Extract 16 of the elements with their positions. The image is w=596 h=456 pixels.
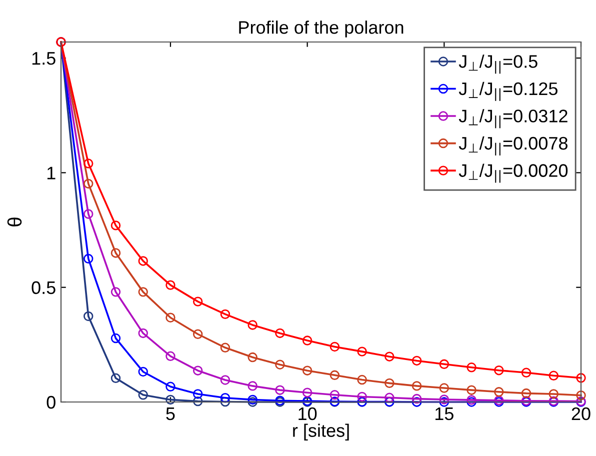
x-tick-label: 20 bbox=[572, 407, 590, 420]
y-tick-label: 0.5 bbox=[32, 281, 56, 294]
chart-title: Profile of the polaron bbox=[239, 20, 404, 38]
x-tick-label: 5 bbox=[166, 408, 175, 420]
legend-label: J$_{⊥}$/J$_{||}$=0.0078 bbox=[458, 136, 568, 156]
legend-label: J$_{⊥}$/J$_{||}$=0.0312 bbox=[458, 109, 568, 128]
legend-label: J$_{⊥}$/J$_{||}$=0.0020 bbox=[458, 164, 568, 183]
legend-label: J$_{⊥}$/J$_{||}$=0.5 bbox=[458, 54, 538, 74]
y-tick-label: 1.5 bbox=[32, 52, 56, 65]
x-axis-title: r [sites] bbox=[293, 424, 349, 441]
x-tick-label: 15 bbox=[435, 408, 454, 420]
y-tick-label: 0 bbox=[46, 396, 56, 409]
x-tick-label: 10 bbox=[298, 407, 317, 420]
y-tick-label: 1 bbox=[47, 166, 56, 180]
y-axis-title: θ bbox=[7, 218, 22, 226]
legend-label: J$_{⊥}$/J$_{||}$=0.125 bbox=[458, 82, 558, 101]
